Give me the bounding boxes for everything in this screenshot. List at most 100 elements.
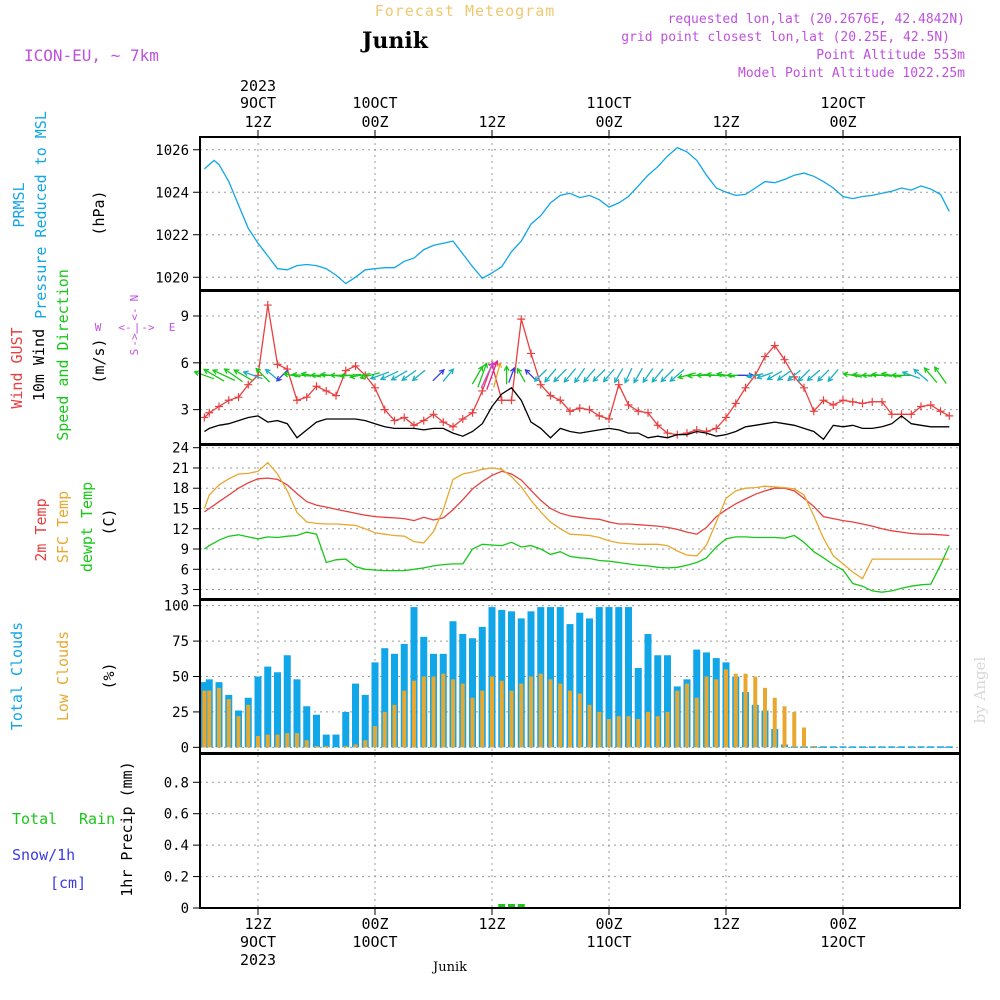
wind-arrow — [193, 370, 215, 380]
gust-marker — [644, 408, 652, 417]
y-tick-label: 1022 — [155, 228, 189, 244]
y-tick-label: 9 — [181, 309, 189, 325]
time-tick-hour: 12Z — [478, 113, 505, 131]
gust-marker — [702, 427, 711, 436]
gust-marker — [302, 393, 311, 402]
gust-marker — [546, 391, 555, 400]
low-cloud-bar — [363, 740, 368, 748]
total-cloud-bar — [615, 607, 623, 748]
low-cloud-bar — [772, 697, 777, 748]
low-cloud-bar — [246, 704, 251, 748]
gust-marker — [712, 424, 721, 433]
wind-arrow — [503, 364, 510, 385]
gust-marker — [419, 416, 428, 425]
y-tick-label: 0.2 — [164, 870, 189, 886]
gust-marker — [829, 400, 838, 409]
gust-marker — [887, 410, 896, 419]
wind-gust-line — [203, 304, 950, 436]
wind-arrow — [806, 369, 821, 382]
low-cloud-bar — [353, 744, 358, 748]
precip-bar — [498, 904, 506, 908]
model-altitude: Model Point Altitude 1022.25m — [738, 66, 965, 81]
precip-bar — [508, 904, 515, 908]
low-cloud-bar — [724, 669, 728, 748]
gust-marker — [731, 399, 740, 408]
low-cloud-bar — [558, 683, 563, 748]
total-clouds-label: Total Clouds — [8, 622, 26, 730]
total-cloud-bar — [664, 655, 671, 748]
wind-arrow — [624, 367, 633, 384]
total-cloud-bar — [478, 626, 486, 748]
low-cloud-bar — [577, 693, 582, 748]
gust-marker — [741, 383, 750, 392]
gust-marker — [624, 400, 633, 409]
total-cloud-bar — [332, 734, 340, 748]
y-tick-label: 0 — [181, 740, 189, 756]
gust-marker — [605, 415, 613, 424]
y-tick-label: 12 — [172, 522, 189, 538]
compass-s: S — [128, 349, 141, 356]
gust-marker — [215, 402, 223, 411]
low-cloud-bar — [343, 745, 348, 748]
time-tick-hour: 12Z — [712, 113, 739, 131]
cloud-bar-zero — [907, 746, 915, 748]
y-tick-label: 25 — [172, 705, 189, 721]
gust-marker — [770, 341, 779, 350]
low-cloud-bar — [782, 706, 787, 748]
low-cloud-bar — [792, 711, 797, 748]
gust-marker — [478, 386, 487, 395]
low-cloud-bar — [538, 673, 543, 748]
time-tick-day: 9OCT — [240, 933, 276, 951]
low-cloud-bar — [714, 679, 719, 748]
compass-w: W — [95, 321, 102, 334]
panel-frame — [199, 753, 961, 909]
low-cloud-bar — [607, 719, 611, 748]
top-label: Forecast Meteogram — [375, 2, 556, 20]
low-cloud-bar — [704, 676, 709, 748]
pressure-label: Pressure Reduced to MSL — [32, 111, 50, 319]
total-cloud-bar — [625, 607, 632, 748]
wind-arrow — [508, 366, 516, 383]
wind-arrow — [486, 359, 499, 390]
low-cloud-bar — [646, 711, 650, 748]
grid-point-coords: grid point closest lon,lat (20.25E, 42.5… — [621, 30, 950, 45]
wind-arrow — [379, 370, 399, 381]
gust-marker — [556, 396, 565, 405]
low-cloud-bar — [529, 676, 533, 748]
low-cloud-bar — [675, 690, 680, 748]
wind-arrow — [676, 372, 696, 380]
gust-marker — [380, 405, 389, 414]
y-tick-label: 0.4 — [164, 838, 189, 854]
wind-arrow — [797, 369, 811, 382]
low-cloud-bar — [265, 734, 270, 748]
wind-arrow — [766, 370, 783, 381]
wind-arrow — [583, 368, 596, 383]
wind-gust-label: Wind GUST — [8, 327, 26, 408]
wind-arrow — [633, 367, 643, 384]
low-cloud-bar — [490, 676, 494, 748]
y-tick-label: 75 — [172, 634, 189, 650]
cloud-bar-zero — [839, 746, 847, 748]
location-title: Junik — [360, 28, 429, 54]
wind-arrow — [242, 370, 263, 380]
gust-marker — [439, 418, 448, 427]
gust-marker — [234, 393, 243, 402]
y-tick-label: 50 — [172, 670, 189, 686]
y-tick-label: 3 — [181, 583, 189, 599]
total-cloud-bar — [576, 612, 584, 748]
wind-arrow — [516, 367, 526, 383]
wind-arrow — [669, 369, 685, 382]
total-cloud-bar — [566, 624, 574, 748]
time-tick-hour: 00Z — [595, 915, 622, 933]
gust-marker — [663, 429, 672, 438]
low-cloud-bar — [382, 711, 387, 748]
wind-arrow — [827, 368, 839, 383]
time-tick-hour: 12Z — [244, 113, 271, 131]
gust-marker — [283, 365, 292, 374]
total-cloud-bar — [342, 711, 350, 748]
cloud-bar-zero — [878, 746, 886, 748]
wind-arrow — [401, 369, 417, 381]
low-cloud-bar — [763, 687, 767, 748]
gust-marker — [322, 386, 331, 395]
